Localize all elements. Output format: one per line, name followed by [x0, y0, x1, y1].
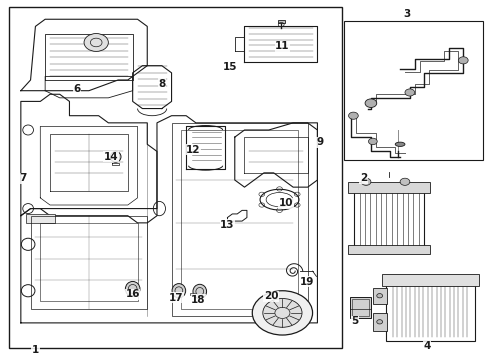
- Bar: [9, 7, 341, 348]
- Circle shape: [262, 298, 302, 327]
- Bar: [381, 274, 478, 286]
- Bar: [26, 214, 55, 223]
- Text: 10: 10: [278, 198, 292, 208]
- Circle shape: [368, 138, 376, 145]
- Circle shape: [404, 89, 414, 96]
- Ellipse shape: [125, 282, 140, 296]
- Ellipse shape: [394, 142, 404, 147]
- Text: 19: 19: [299, 277, 313, 287]
- Bar: [385, 275, 474, 342]
- Circle shape: [348, 112, 358, 119]
- Circle shape: [458, 57, 467, 64]
- Text: 9: 9: [316, 138, 323, 148]
- Text: 8: 8: [158, 78, 165, 89]
- Bar: [372, 288, 386, 304]
- Text: 7: 7: [20, 173, 27, 183]
- Circle shape: [361, 178, 370, 185]
- Text: 16: 16: [125, 289, 140, 299]
- Ellipse shape: [110, 152, 121, 162]
- Ellipse shape: [376, 320, 382, 324]
- Bar: [277, 20, 285, 23]
- Text: 11: 11: [275, 41, 289, 51]
- Text: 17: 17: [169, 293, 183, 303]
- Bar: [344, 21, 482, 160]
- Circle shape: [365, 99, 376, 108]
- Bar: [347, 246, 429, 254]
- Bar: [353, 184, 424, 251]
- Bar: [171, 123, 307, 316]
- Text: 15: 15: [222, 63, 237, 72]
- Text: 14: 14: [103, 152, 118, 162]
- Bar: [350, 297, 370, 318]
- Ellipse shape: [193, 284, 206, 298]
- Bar: [40, 223, 137, 301]
- Circle shape: [84, 33, 108, 51]
- Text: 18: 18: [191, 295, 205, 305]
- Bar: [190, 293, 195, 295]
- Circle shape: [399, 178, 409, 185]
- Ellipse shape: [172, 284, 185, 298]
- Bar: [181, 130, 297, 309]
- Text: 4: 4: [422, 341, 429, 351]
- Ellipse shape: [376, 294, 382, 298]
- Text: 2: 2: [359, 173, 366, 183]
- Text: 3: 3: [403, 9, 410, 19]
- Bar: [372, 313, 386, 331]
- Text: 5: 5: [350, 316, 358, 326]
- Bar: [352, 299, 368, 316]
- Bar: [347, 182, 429, 193]
- Text: 20: 20: [264, 291, 278, 301]
- Text: 12: 12: [186, 145, 200, 155]
- Text: 1: 1: [32, 345, 39, 355]
- Circle shape: [252, 291, 312, 335]
- Text: 6: 6: [73, 84, 80, 94]
- Text: 13: 13: [220, 220, 234, 230]
- Bar: [30, 216, 147, 309]
